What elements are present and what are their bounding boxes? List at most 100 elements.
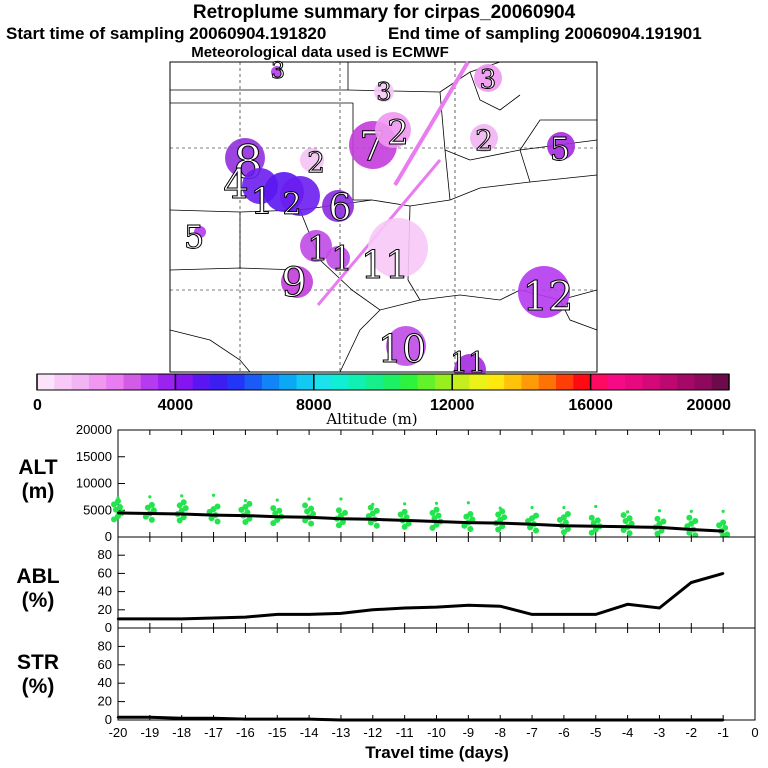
alt-scatter-point (401, 523, 408, 530)
colorbar: 0 4000 8000 12000 16000 20000 Altitude (m) (33, 373, 731, 428)
state-boundary (407, 279, 421, 301)
alt-scatter-point (302, 517, 309, 524)
abl-data-point (435, 605, 438, 609)
state-boundary (371, 187, 481, 207)
alt-scatter-point (654, 515, 661, 522)
alt-scatter-point (433, 506, 440, 513)
x-tick-label: -16 (236, 725, 255, 740)
met-data-label: Meteorological data used is ECMWF (191, 44, 449, 61)
alt-scatter-point (588, 514, 595, 521)
alt-panel: 20000 15000 10000 5000 0 (76, 422, 756, 544)
x-tick-label: -10 (427, 725, 446, 740)
colorbar-swatch (711, 374, 730, 390)
abl-data-point (116, 617, 120, 621)
abl-ylabel-line2: (%) (21, 589, 55, 612)
alt-scatter-point (308, 520, 315, 527)
plume-label: 1 (331, 239, 353, 279)
x-tick-label: -17 (204, 725, 223, 740)
alt-scatter-point (564, 510, 571, 517)
alt-scatter-point (533, 512, 540, 519)
str-data-point (276, 717, 279, 721)
alt-scatter-point (686, 529, 693, 536)
plume-label: 10 (378, 327, 426, 371)
colorbar-swatch (37, 374, 55, 390)
abl-ytick-label: 40 (98, 584, 112, 599)
plume-track (393, 60, 470, 187)
alt-scatter-point (530, 505, 534, 510)
plume-label: 11 (361, 243, 409, 287)
alt-scatter-point (244, 509, 251, 516)
x-tick-label: -12 (363, 725, 382, 740)
colorbar-tick-label: 4000 (158, 397, 194, 414)
colorbar-swatch (452, 374, 470, 390)
str-data-point (435, 718, 438, 722)
colorbar-swatch (123, 374, 142, 390)
abl-data-point (403, 606, 406, 610)
plume-label: 2 (307, 146, 325, 179)
chart-title: Retroplume summary for cirpas_20060904 (192, 2, 576, 23)
str-data-point (658, 718, 661, 722)
state-boundary (339, 309, 381, 373)
alt-data-point (530, 522, 534, 526)
alt-scatter-point (620, 527, 627, 534)
abl-ytick-label: 0 (105, 620, 112, 635)
alt-scatter-point (208, 515, 215, 522)
alt-scatter-point (499, 508, 506, 515)
colorbar-swatch (434, 374, 453, 390)
str-ylabel: STR (%) (8, 651, 68, 699)
colorbar-swatch (261, 374, 280, 390)
str-data-point (180, 716, 183, 720)
abl-data-point (626, 603, 629, 606)
alt-median-line (117, 511, 724, 533)
alt-scatter-point (403, 514, 410, 521)
alt-scatter-point (689, 509, 693, 513)
alt-scatter-point (111, 516, 117, 523)
map-frame (169, 61, 598, 373)
alt-scatter-point (654, 530, 661, 537)
str-data-point (467, 718, 470, 722)
alt-scatter-point (115, 498, 121, 505)
start-time-label: Start time of sampling 20060904.191820 (6, 24, 327, 43)
plume-marker (518, 266, 570, 318)
alt-scatter-point (435, 512, 442, 519)
abl-data-point (148, 617, 152, 621)
x-tick-label: -18 (172, 725, 191, 740)
str-data-point (307, 717, 311, 721)
str-median-line (118, 715, 724, 722)
plume-marker (375, 112, 411, 148)
x-tick-label: -20 (109, 725, 128, 740)
str-data-point (116, 716, 120, 719)
alt-scatter-point (214, 518, 221, 525)
plume-marker (368, 218, 428, 278)
x-tick-label: 0 (751, 725, 758, 740)
alt-scatter-point (562, 505, 566, 510)
colorbar-swatch (279, 374, 297, 390)
alt-ytick-label: 0 (105, 529, 112, 544)
colorbar-swatch (642, 374, 661, 390)
plume-marker (194, 226, 206, 238)
x-tick-label: -6 (558, 725, 570, 740)
plume-label: 3 (480, 65, 497, 95)
alt-scatter-point (495, 511, 502, 518)
alt-scatter-point (142, 513, 149, 520)
alt-scatter-point (626, 530, 633, 537)
alt-scatter-point (310, 510, 317, 517)
str-data-point (371, 718, 374, 722)
plume-label: 3 (271, 59, 285, 84)
plume-label: 2 (282, 187, 301, 222)
colorbar-swatch (521, 374, 540, 390)
alt-scatter-point (339, 497, 343, 501)
str-data-point (212, 716, 215, 720)
colorbar-swatch (140, 374, 159, 390)
colorbar-swatch (573, 374, 592, 390)
alt-data-point (499, 521, 502, 525)
abl-panel: 80 60 40 20 0 (98, 536, 756, 635)
abl-data-point (658, 606, 661, 610)
x-tick-label: -19 (140, 725, 159, 740)
alt-scatter-point (720, 519, 727, 526)
colorbar-swatch (210, 374, 228, 390)
str-data-point (690, 718, 693, 722)
alt-scatter-point (501, 514, 508, 521)
